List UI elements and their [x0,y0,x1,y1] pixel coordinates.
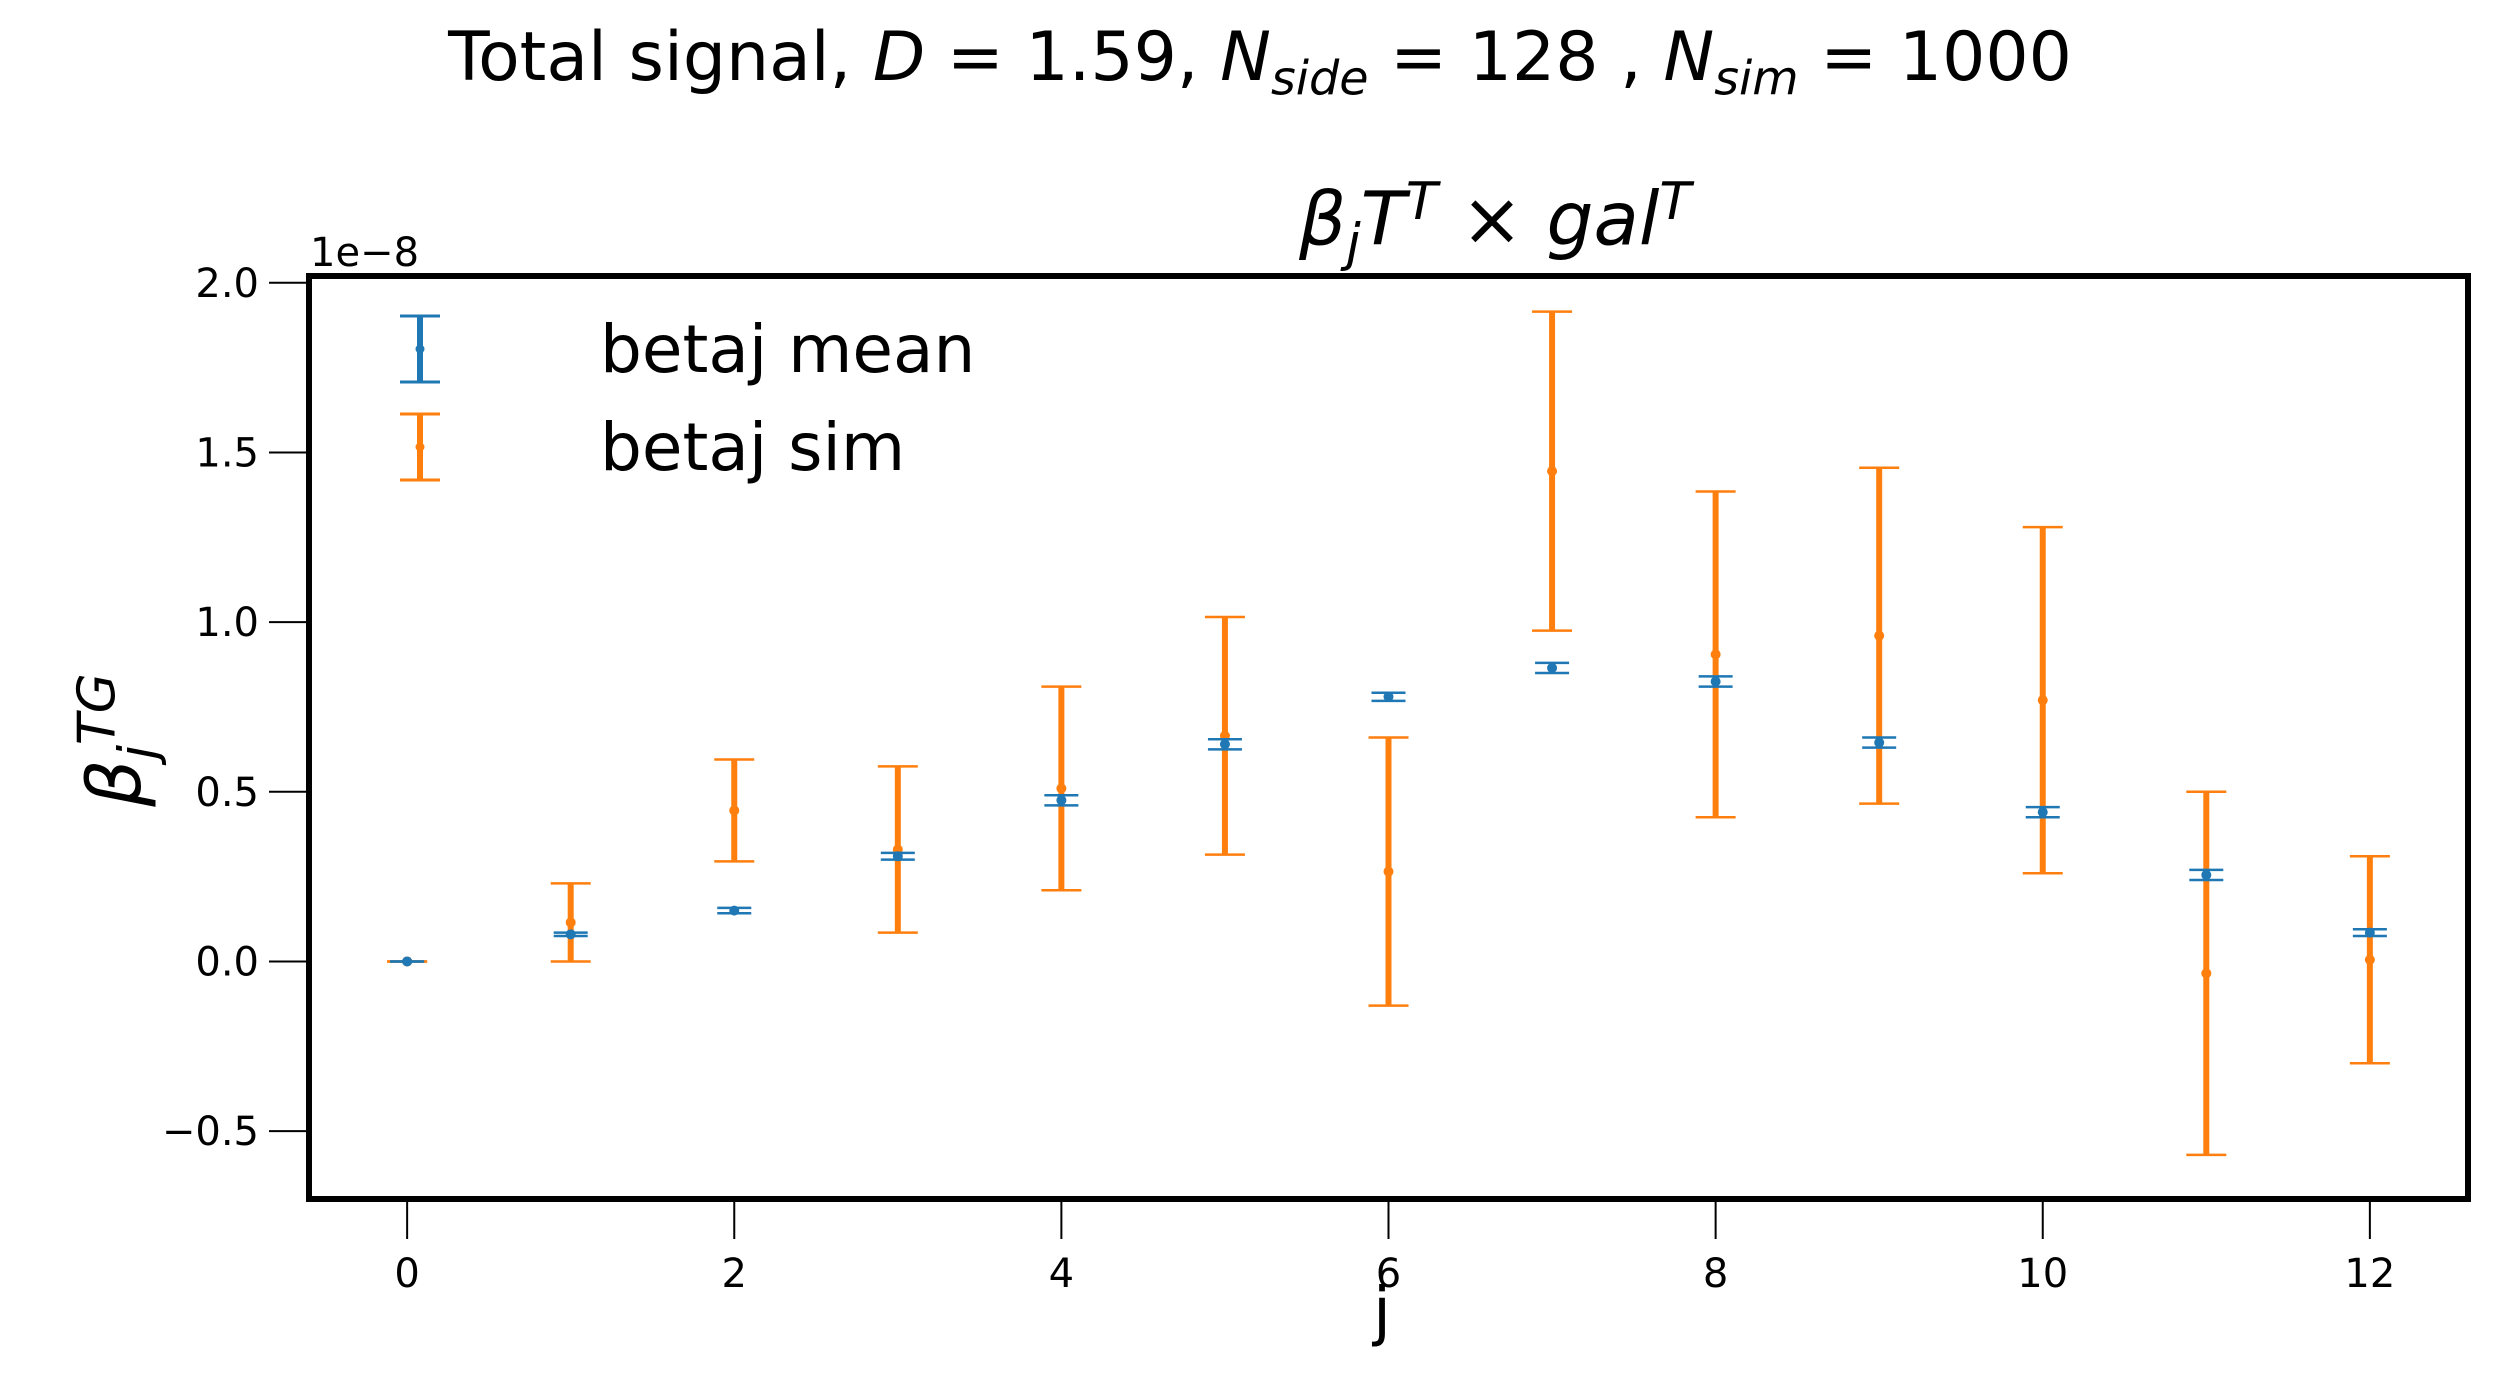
data-point [729,905,740,916]
data-point [402,956,413,967]
y-tick-label: −0.5 [162,1109,259,1155]
x-tick-label: 12 [2344,1251,2395,1297]
data-point [1547,466,1558,477]
legend-entry-mean: betaj mean [380,300,975,398]
legend-errorbar-icon [400,314,440,384]
x-tick-label: 10 [2017,1251,2068,1297]
data-point [2364,927,2375,938]
y-tick-label: 0.5 [195,770,259,816]
data-point [2037,695,2048,706]
data-point [2201,968,2212,979]
y-tick-label: 1.5 [195,430,259,476]
data-point [1710,649,1721,660]
data-point [2037,807,2048,818]
x-tick-label: 2 [722,1251,747,1297]
x-tick-label: 4 [1049,1251,1074,1297]
figure-suptitle: Total signal, D = 1.59, Nside = 128 , Ns… [448,18,2072,107]
x-axis-label: j [1373,1275,1391,1349]
x-tick-label: 6 [1376,1251,1401,1297]
axes-frame [306,273,2471,1202]
data-point [892,851,903,862]
legend-entry-sim: betaj sim [380,398,975,496]
data-point [2201,869,2212,880]
data-point [1056,795,1067,806]
axes-title: βjTT × galT [1298,172,1692,274]
data-point [565,929,576,940]
y-tick-label: 0.0 [195,939,259,985]
y-tick-label: 2.0 [195,261,259,307]
data-point [1710,676,1721,687]
legend-label-mean: betaj mean [600,310,976,388]
legend: betaj mean betaj sim [380,300,975,496]
series-betaj-mean [390,661,2387,967]
legend-label-sim: betaj sim [600,408,906,486]
legend-errorbar-icon [400,412,440,482]
data-point [1547,662,1558,673]
data-point [2364,954,2375,965]
y-offset-text: 1e−8 [310,230,420,276]
data-point [565,917,576,928]
data-point [1219,739,1230,750]
x-tick-label: 0 [394,1251,419,1297]
data-point [729,805,740,816]
y-tick-label: 1.0 [195,600,259,646]
data-point [1056,783,1067,794]
data-point [1383,691,1394,702]
data-point [1874,630,1885,641]
data-point [1383,866,1394,877]
data-point [1874,737,1885,748]
x-tick-label: 8 [1703,1251,1728,1297]
